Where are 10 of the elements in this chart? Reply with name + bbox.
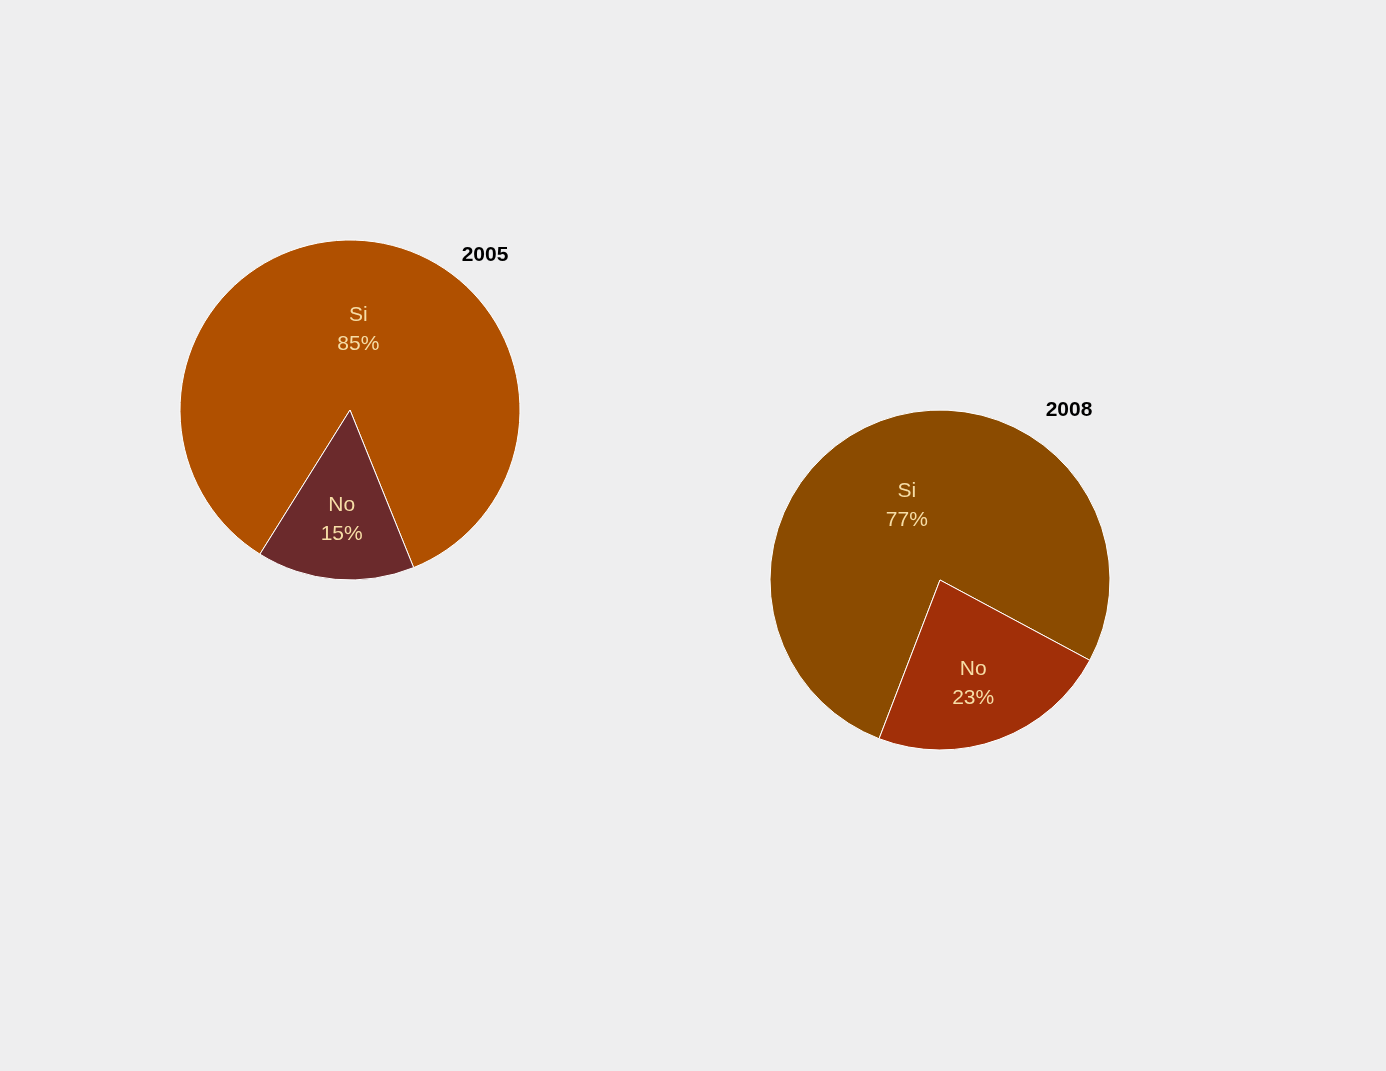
chart-title: 2005 (461, 242, 509, 265)
slice-label: Si (897, 477, 917, 501)
slice-label: Si (348, 302, 368, 326)
slice-label: No (959, 656, 987, 680)
data-label: 15% (320, 520, 363, 544)
data-label: 77% (885, 506, 928, 530)
slice-label: No (328, 491, 356, 515)
data-label: 23% (952, 685, 995, 709)
data-label: 85% (337, 331, 380, 355)
chart-title: 2008 (1045, 397, 1093, 420)
